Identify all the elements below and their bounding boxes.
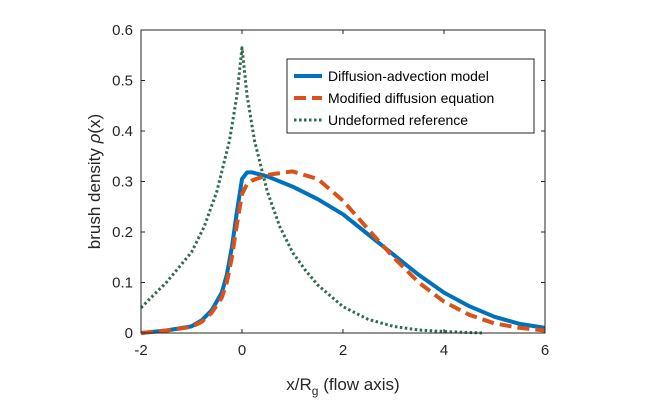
series-line-1	[140, 169, 546, 335]
y-tick-label: 0.6	[112, 22, 133, 39]
series-layer	[139, 46, 546, 335]
y-axis-label: brush density ρ(x)	[85, 114, 104, 249]
y-axis-label-suffix: (x)	[85, 114, 104, 134]
legend-box	[286, 58, 535, 134]
y-tick-label: 0.2	[112, 224, 133, 241]
x-axis-label-suffix: (flow axis)	[318, 375, 399, 394]
y-tick-label: 0.4	[112, 123, 133, 140]
ticks-layer: -2 0 2 4 600.10.20.30.40.50.6	[112, 22, 549, 359]
y-axis-label-symbol: ρ	[85, 133, 104, 144]
x-tick-label: 4	[440, 342, 448, 359]
x-tick-label: 2	[339, 342, 347, 359]
x-tick-label: -2	[134, 342, 147, 359]
y-axis-label-prefix: brush density	[85, 143, 104, 249]
x-axis-label-main: x/R	[286, 375, 312, 394]
legend-label-diffusion-advection: Diffusion-advection model	[328, 68, 489, 84]
x-axis-label-sub: g	[312, 384, 319, 398]
y-tick-label: 0.5	[112, 73, 133, 90]
legend-label-undeformed-reference: Undeformed reference	[328, 112, 468, 128]
legend: Diffusion-advection model Modified diffu…	[286, 58, 535, 134]
x-axis-label: x/Rg (flow axis)	[286, 375, 399, 398]
y-tick-label: 0	[125, 325, 133, 342]
series-line-0	[140, 170, 546, 335]
y-tick-label: 0.3	[112, 174, 133, 191]
x-tick-label: 0	[238, 342, 246, 359]
x-tick-label: 6	[541, 342, 549, 359]
series-line-2	[139, 46, 482, 335]
legend-label-modified-diffusion: Modified diffusion equation	[328, 90, 494, 106]
y-tick-label: 0.1	[112, 275, 133, 292]
